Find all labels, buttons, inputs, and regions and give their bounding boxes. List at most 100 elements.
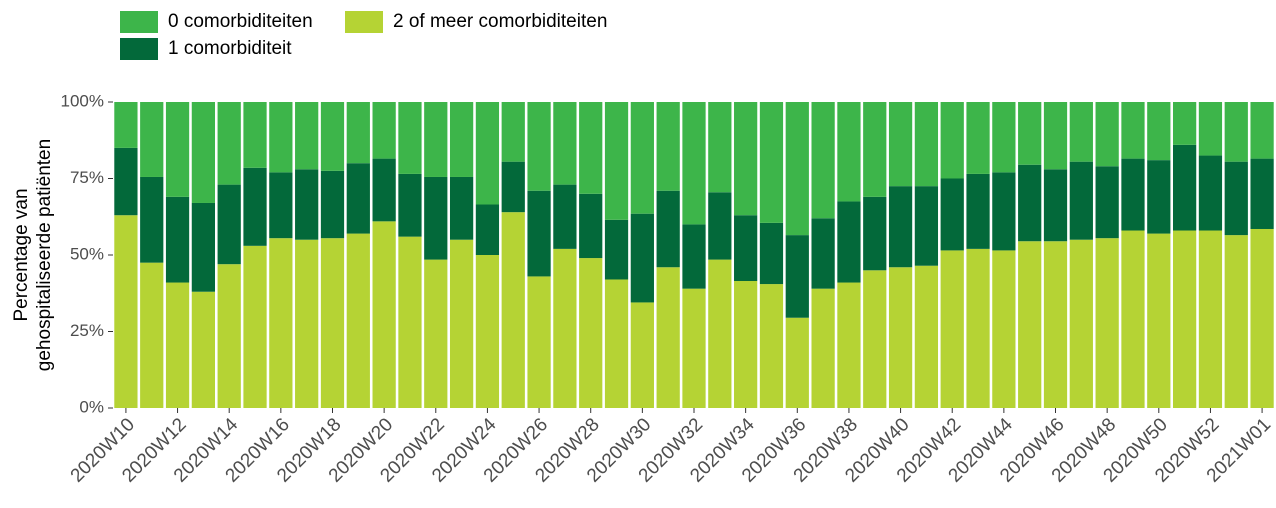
bar-segment: [579, 102, 603, 194]
y-axis-title: gehospitaliseerde patiënten: [34, 139, 55, 371]
bar-segment: [837, 102, 861, 202]
bar-segment: [217, 102, 241, 185]
bar-segment: [165, 196, 190, 283]
bar-segment: [553, 102, 577, 185]
bar-segment: [449, 239, 474, 408]
bar-segment: [346, 102, 370, 164]
bar-segment: [630, 302, 654, 408]
bar-segment: [114, 215, 138, 408]
bar-segment: [992, 172, 1016, 251]
bar-segment: [1147, 160, 1171, 234]
bar-segment: [165, 102, 190, 197]
bar-segment: [269, 238, 293, 408]
bar-segment: [656, 102, 680, 191]
bar-segment: [165, 282, 190, 408]
bar-segment: [811, 218, 835, 289]
bar-segment: [966, 102, 990, 174]
bar-segment: [1069, 102, 1093, 162]
bar-segment: [527, 102, 551, 191]
bar-segment: [682, 102, 706, 225]
bar-segment: [1095, 166, 1119, 239]
bar-segment: [940, 250, 964, 408]
bar-segment: [320, 238, 345, 408]
bar-segment: [1069, 239, 1093, 408]
bar-segment: [656, 190, 680, 268]
bar-segment: [553, 184, 577, 249]
bar-segment: [424, 102, 448, 177]
y-tick-label: 25%: [70, 321, 104, 340]
bar-segment: [604, 219, 629, 280]
bar-segment: [940, 178, 964, 251]
y-tick-label: 50%: [70, 244, 104, 263]
bar-segment: [1250, 228, 1274, 408]
bar-segment: [888, 102, 913, 187]
bar-segment: [785, 235, 809, 318]
bar-segment: [1018, 241, 1042, 408]
bar-segment: [1173, 144, 1197, 231]
bar-segment: [914, 265, 939, 408]
bar-segment: [140, 262, 164, 408]
bar-segment: [888, 267, 913, 408]
bar-segment: [708, 259, 732, 408]
bar-segment: [114, 102, 138, 148]
bar-segment: [1095, 238, 1119, 408]
bar-segment: [424, 176, 448, 260]
bar-segment: [295, 102, 319, 170]
bar-segment: [914, 102, 939, 187]
bar-segment: [475, 204, 500, 255]
legend-label: 2 of meer comorbiditeiten: [393, 11, 607, 32]
bar-segment: [1198, 155, 1223, 231]
bar-segment: [1043, 241, 1068, 408]
bar-segment: [734, 102, 758, 216]
bar-segment: [217, 264, 241, 408]
bar-segment: [1173, 102, 1197, 145]
bar-segment: [1043, 102, 1068, 170]
bar-segment: [269, 172, 293, 239]
y-tick-label: 0%: [79, 397, 104, 416]
bar-segment: [475, 255, 500, 408]
bar-segment: [1095, 102, 1119, 167]
bar-segment: [1018, 102, 1042, 165]
bar-segment: [243, 245, 267, 408]
bar-segment: [449, 176, 474, 240]
bar-segment: [243, 167, 267, 246]
bar-segment: [1198, 102, 1223, 156]
legend-swatch: [345, 11, 383, 33]
bar-segment: [604, 279, 629, 408]
bar-segment: [527, 276, 551, 408]
bar-segment: [243, 102, 267, 168]
bar-segment: [785, 317, 809, 408]
legend-swatch: [120, 11, 158, 33]
bar-segment: [1250, 158, 1274, 229]
bar-segment: [966, 248, 990, 408]
bar-segment: [863, 102, 887, 197]
bar-segment: [501, 212, 525, 408]
bar-segment: [372, 221, 396, 408]
bar-segment: [1147, 233, 1171, 408]
bar-segment: [811, 102, 835, 219]
bar-segment: [140, 176, 164, 263]
bar-segment: [759, 284, 784, 408]
bar-segment: [759, 222, 784, 285]
bar-segment: [863, 196, 887, 271]
bar-segment: [1224, 235, 1248, 408]
bar-segment: [191, 202, 215, 292]
bar-segment: [837, 201, 861, 283]
bar-segment: [1224, 161, 1248, 236]
bar-segment: [217, 184, 241, 265]
bar-segment: [191, 291, 215, 408]
bar-segment: [604, 102, 629, 220]
bar-segment: [140, 102, 164, 177]
legend-label: 1 comorbiditeit: [168, 38, 292, 59]
bar-segment: [1069, 161, 1093, 240]
bar-segment: [759, 102, 784, 223]
bar-segment: [940, 102, 964, 179]
bar-segment: [630, 102, 654, 214]
bar-segment: [1121, 102, 1145, 159]
legend-label: 0 comorbiditeiten: [168, 11, 313, 32]
bar-segment: [269, 102, 293, 173]
bar-segment: [449, 102, 474, 177]
bar-segment: [424, 259, 448, 408]
bar-segment: [398, 102, 422, 174]
